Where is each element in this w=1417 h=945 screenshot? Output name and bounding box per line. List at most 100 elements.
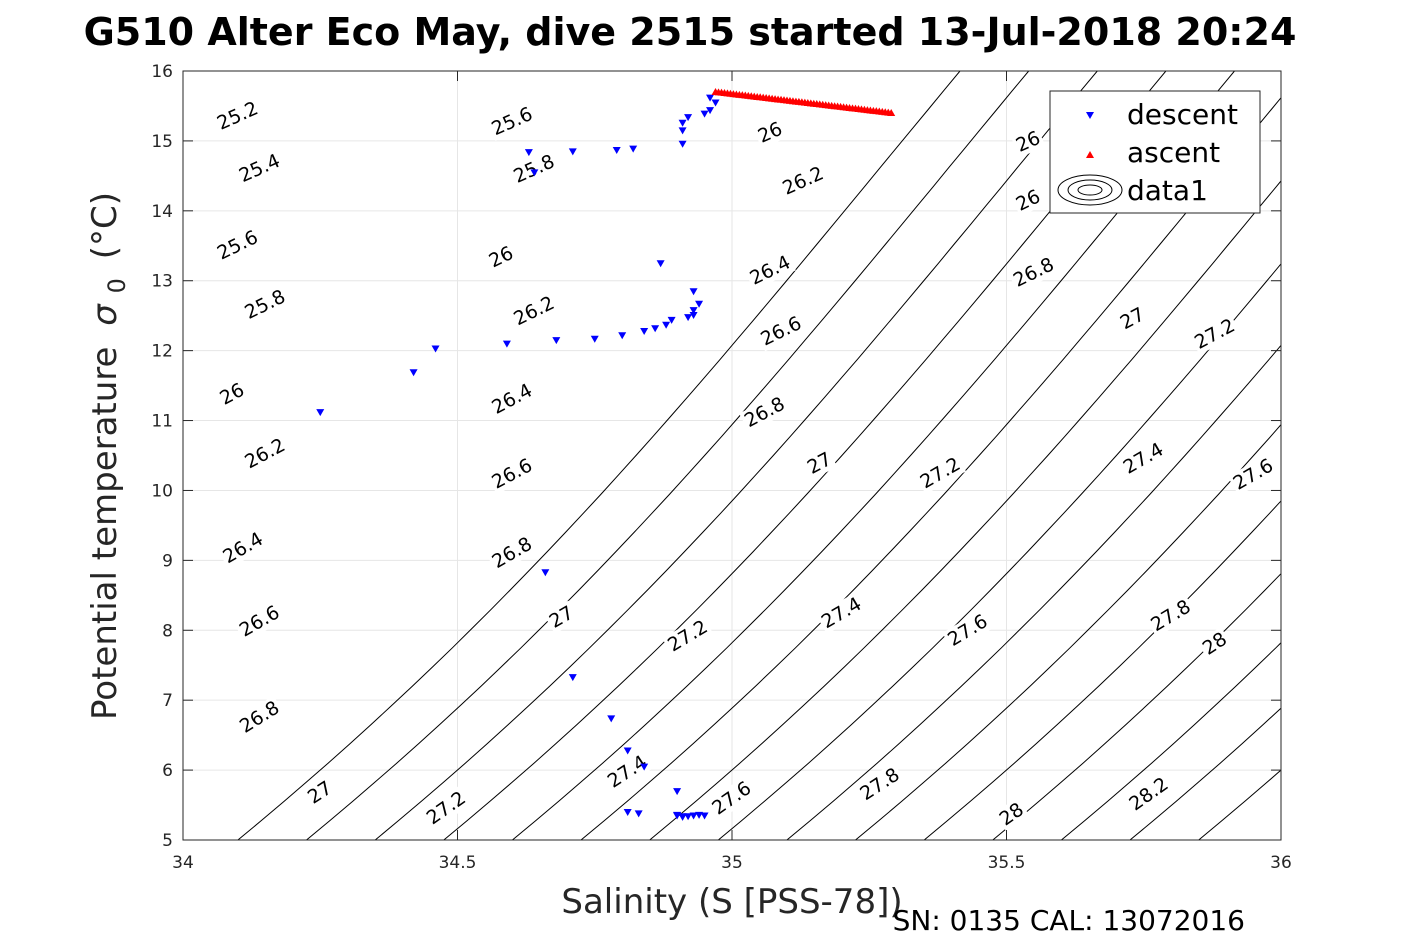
- contour-label-background: [483, 241, 519, 274]
- descent-point: [568, 148, 577, 156]
- y-tick-label: 6: [162, 761, 173, 781]
- contour-label-background: [234, 600, 286, 643]
- isopycnal-line: [992, 572, 1281, 840]
- y-tick-label: 15: [151, 132, 173, 152]
- x-tick-label: 35: [721, 853, 743, 873]
- contour-label-background: [543, 600, 580, 634]
- contour-label-background: [486, 378, 538, 420]
- descent-point: [568, 674, 577, 682]
- contour-label-background: [486, 531, 538, 575]
- x-tick-label: 34.5: [439, 853, 477, 873]
- contour-label-background: [302, 775, 338, 810]
- contour-label-background: [854, 762, 906, 807]
- isopycnal-line: [1061, 642, 1281, 840]
- y-axis-label: Potential temperature σ 0 (°C): [85, 192, 134, 720]
- descent-point: [656, 260, 665, 268]
- descent-point: [706, 94, 715, 102]
- y-tick-label: 5: [162, 831, 173, 851]
- isopycnal-line: [1129, 707, 1281, 840]
- descent-point: [552, 337, 561, 345]
- contour-label-background: [217, 526, 269, 570]
- legend-box: [1049, 90, 1261, 214]
- descent-point: [678, 127, 687, 135]
- contour-label-background: [801, 447, 838, 480]
- x-tick-label: 36: [1270, 853, 1292, 873]
- isopycnal-line: [786, 344, 1281, 840]
- descent-point: [623, 809, 632, 817]
- contour-label-background: [239, 284, 291, 325]
- footer-serial-cal: SN: 0135 CAL: 13072016: [893, 904, 1245, 937]
- isopycnal-line: [923, 500, 1281, 840]
- descent-point: [623, 747, 632, 755]
- descent-point: [590, 335, 599, 343]
- descent-series: [316, 94, 720, 821]
- descent-point: [618, 332, 627, 340]
- contour-label-background: [739, 391, 791, 433]
- contour-label-background: [1197, 626, 1233, 661]
- isopycnal-line: [855, 423, 1281, 840]
- contour-label-background: [212, 96, 264, 136]
- y-tick-label: 8: [162, 621, 173, 641]
- contour-label-background: [214, 377, 250, 411]
- descent-point: [530, 169, 539, 177]
- contour-label-background: [1189, 313, 1241, 355]
- y-axis-label-main: Potential temperature: [85, 347, 125, 720]
- legend-data1-label: data1: [1127, 174, 1208, 207]
- descent-point: [684, 114, 693, 122]
- y-axis-label-unit: (°C): [85, 192, 125, 259]
- contour-label-background: [486, 453, 538, 495]
- contour-label-background: [1010, 126, 1046, 158]
- contour-label-background: [1114, 302, 1151, 336]
- contour-label-background: [1010, 184, 1046, 217]
- contour-label-background: [234, 695, 286, 739]
- isopycnal-line: [649, 180, 1281, 840]
- descent-point: [689, 288, 698, 296]
- descent-point: [612, 146, 621, 154]
- contour-label-background: [508, 149, 560, 189]
- contour-label-background: [1117, 437, 1170, 480]
- contour-label-background: [420, 785, 472, 831]
- contour-label-background: [752, 116, 788, 149]
- y-tick-label: 16: [151, 62, 173, 82]
- isopycnal-line: [237, 71, 961, 840]
- descent-point: [689, 311, 698, 319]
- descent-point: [673, 788, 682, 796]
- svg-text:Potential temperature: Potential temperature σ 0 (°C): [85, 192, 134, 720]
- contour-label-background: [755, 311, 807, 352]
- descent-point: [678, 813, 687, 821]
- descent-point: [431, 345, 440, 353]
- legend-descent-label: descent: [1127, 98, 1238, 131]
- axis-ticks: 34 34.5 35 35.5 36 5 6 7 8 9 10 11 12 13 14 15 16: [151, 62, 1291, 873]
- isopycnal-line: [306, 71, 1030, 840]
- contour-label-background: [942, 609, 994, 652]
- contour-label-background: [508, 291, 560, 332]
- contour-label-background: [1008, 252, 1060, 293]
- descent-point: [678, 140, 687, 148]
- descent-point: [502, 340, 511, 348]
- y-tick-label: 7: [162, 691, 173, 711]
- legend-descent-marker: [1086, 112, 1094, 119]
- contour-label-background: [239, 433, 291, 475]
- ascent-series: [711, 87, 896, 116]
- legend-ascent-marker: [1086, 151, 1094, 158]
- isopycnal-line: [374, 71, 1098, 840]
- descent-point: [700, 110, 709, 118]
- contour-label-background: [777, 161, 829, 201]
- descent-point: [667, 316, 676, 324]
- y-tick-label: 12: [151, 342, 173, 362]
- chart-title: G510 Alter Eco May, dive 2515 started 13…: [84, 10, 1297, 54]
- contour-label-background: [662, 614, 714, 658]
- contour-label-background: [486, 102, 538, 142]
- y-tick-label: 10: [151, 481, 173, 501]
- descent-point: [634, 810, 643, 818]
- descent-point: [684, 813, 693, 821]
- descent-point: [651, 325, 660, 333]
- contour-label-background: [234, 148, 286, 188]
- y-tick-label: 9: [162, 551, 173, 571]
- descent-point: [695, 300, 704, 308]
- y-tick-label: 13: [151, 272, 173, 292]
- contour-label-background: [602, 749, 653, 794]
- contour-label-background: [1145, 594, 1197, 638]
- contour-label-background: [212, 225, 264, 266]
